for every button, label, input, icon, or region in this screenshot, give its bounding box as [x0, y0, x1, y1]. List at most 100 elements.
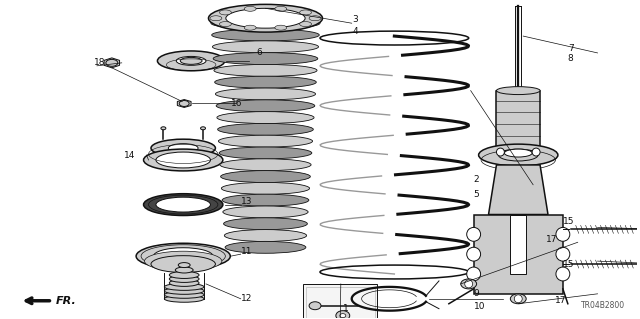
- Ellipse shape: [154, 248, 213, 264]
- Text: 11: 11: [241, 247, 252, 256]
- Ellipse shape: [225, 230, 307, 241]
- Ellipse shape: [209, 4, 323, 32]
- Text: 15: 15: [563, 260, 574, 269]
- Ellipse shape: [164, 283, 204, 290]
- Text: 8: 8: [568, 54, 573, 63]
- Ellipse shape: [161, 127, 166, 130]
- Ellipse shape: [221, 182, 310, 194]
- Ellipse shape: [211, 17, 320, 29]
- Text: 7: 7: [568, 44, 573, 54]
- Ellipse shape: [212, 41, 319, 53]
- Ellipse shape: [176, 56, 206, 65]
- Ellipse shape: [156, 197, 211, 212]
- Ellipse shape: [336, 311, 349, 319]
- Ellipse shape: [300, 22, 312, 26]
- Ellipse shape: [504, 149, 532, 157]
- Ellipse shape: [510, 294, 526, 304]
- Ellipse shape: [168, 144, 198, 152]
- Bar: [306, 287, 374, 319]
- Text: 6: 6: [257, 48, 262, 57]
- Ellipse shape: [157, 51, 225, 71]
- Polygon shape: [488, 165, 548, 214]
- Ellipse shape: [179, 263, 190, 268]
- Ellipse shape: [216, 100, 315, 112]
- Ellipse shape: [164, 291, 204, 298]
- Ellipse shape: [210, 16, 222, 21]
- Ellipse shape: [275, 25, 287, 30]
- Ellipse shape: [180, 57, 202, 64]
- Text: 10: 10: [474, 302, 485, 311]
- Text: 14: 14: [124, 151, 135, 160]
- Ellipse shape: [217, 112, 314, 123]
- Ellipse shape: [220, 159, 311, 171]
- Text: TR04B2800: TR04B2800: [581, 301, 625, 310]
- Circle shape: [465, 280, 473, 288]
- Ellipse shape: [179, 100, 189, 107]
- Ellipse shape: [164, 287, 204, 294]
- Ellipse shape: [170, 271, 199, 278]
- Ellipse shape: [300, 10, 312, 15]
- Text: 12: 12: [241, 294, 252, 303]
- Text: 1: 1: [343, 304, 349, 313]
- Circle shape: [532, 148, 540, 156]
- Ellipse shape: [214, 64, 317, 76]
- Circle shape: [556, 267, 570, 281]
- Ellipse shape: [214, 76, 316, 88]
- Ellipse shape: [219, 147, 312, 159]
- Ellipse shape: [151, 256, 216, 272]
- Ellipse shape: [222, 194, 309, 206]
- Ellipse shape: [164, 295, 204, 302]
- Ellipse shape: [212, 29, 319, 41]
- Ellipse shape: [218, 135, 312, 147]
- Polygon shape: [104, 58, 120, 68]
- Bar: [497, 91, 540, 155]
- Ellipse shape: [170, 276, 199, 282]
- Ellipse shape: [497, 151, 540, 159]
- Text: 15: 15: [563, 217, 574, 226]
- Ellipse shape: [223, 218, 307, 230]
- Ellipse shape: [216, 88, 316, 100]
- Ellipse shape: [499, 149, 538, 161]
- Polygon shape: [510, 214, 526, 274]
- Text: 17: 17: [555, 296, 566, 305]
- Circle shape: [497, 148, 504, 156]
- Ellipse shape: [145, 251, 222, 271]
- Bar: [303, 284, 378, 319]
- Ellipse shape: [244, 6, 256, 11]
- Circle shape: [467, 247, 481, 261]
- Ellipse shape: [143, 194, 223, 216]
- Ellipse shape: [309, 302, 321, 310]
- Ellipse shape: [156, 152, 211, 168]
- Ellipse shape: [200, 127, 205, 130]
- Ellipse shape: [461, 279, 477, 289]
- Text: 17: 17: [546, 235, 557, 244]
- Circle shape: [556, 227, 570, 241]
- Ellipse shape: [223, 206, 308, 218]
- Text: FR.: FR.: [55, 296, 76, 306]
- Ellipse shape: [106, 59, 118, 66]
- Circle shape: [467, 267, 481, 281]
- Ellipse shape: [151, 139, 216, 157]
- Ellipse shape: [221, 171, 310, 182]
- Ellipse shape: [136, 243, 230, 269]
- Ellipse shape: [143, 149, 223, 171]
- Text: 13: 13: [241, 197, 252, 206]
- Circle shape: [556, 247, 570, 261]
- Ellipse shape: [309, 16, 321, 21]
- Text: 4: 4: [353, 26, 358, 36]
- Ellipse shape: [479, 144, 558, 166]
- Polygon shape: [474, 214, 563, 294]
- Ellipse shape: [170, 279, 199, 286]
- Circle shape: [467, 227, 481, 241]
- Ellipse shape: [340, 314, 346, 318]
- Circle shape: [515, 295, 522, 303]
- Ellipse shape: [275, 6, 287, 11]
- Ellipse shape: [218, 123, 314, 135]
- Text: 2: 2: [474, 175, 479, 184]
- Ellipse shape: [175, 267, 193, 273]
- Text: 5: 5: [474, 190, 479, 199]
- Text: 3: 3: [353, 15, 358, 24]
- Polygon shape: [177, 100, 191, 108]
- Text: 9: 9: [474, 289, 479, 298]
- Text: 18: 18: [94, 58, 106, 67]
